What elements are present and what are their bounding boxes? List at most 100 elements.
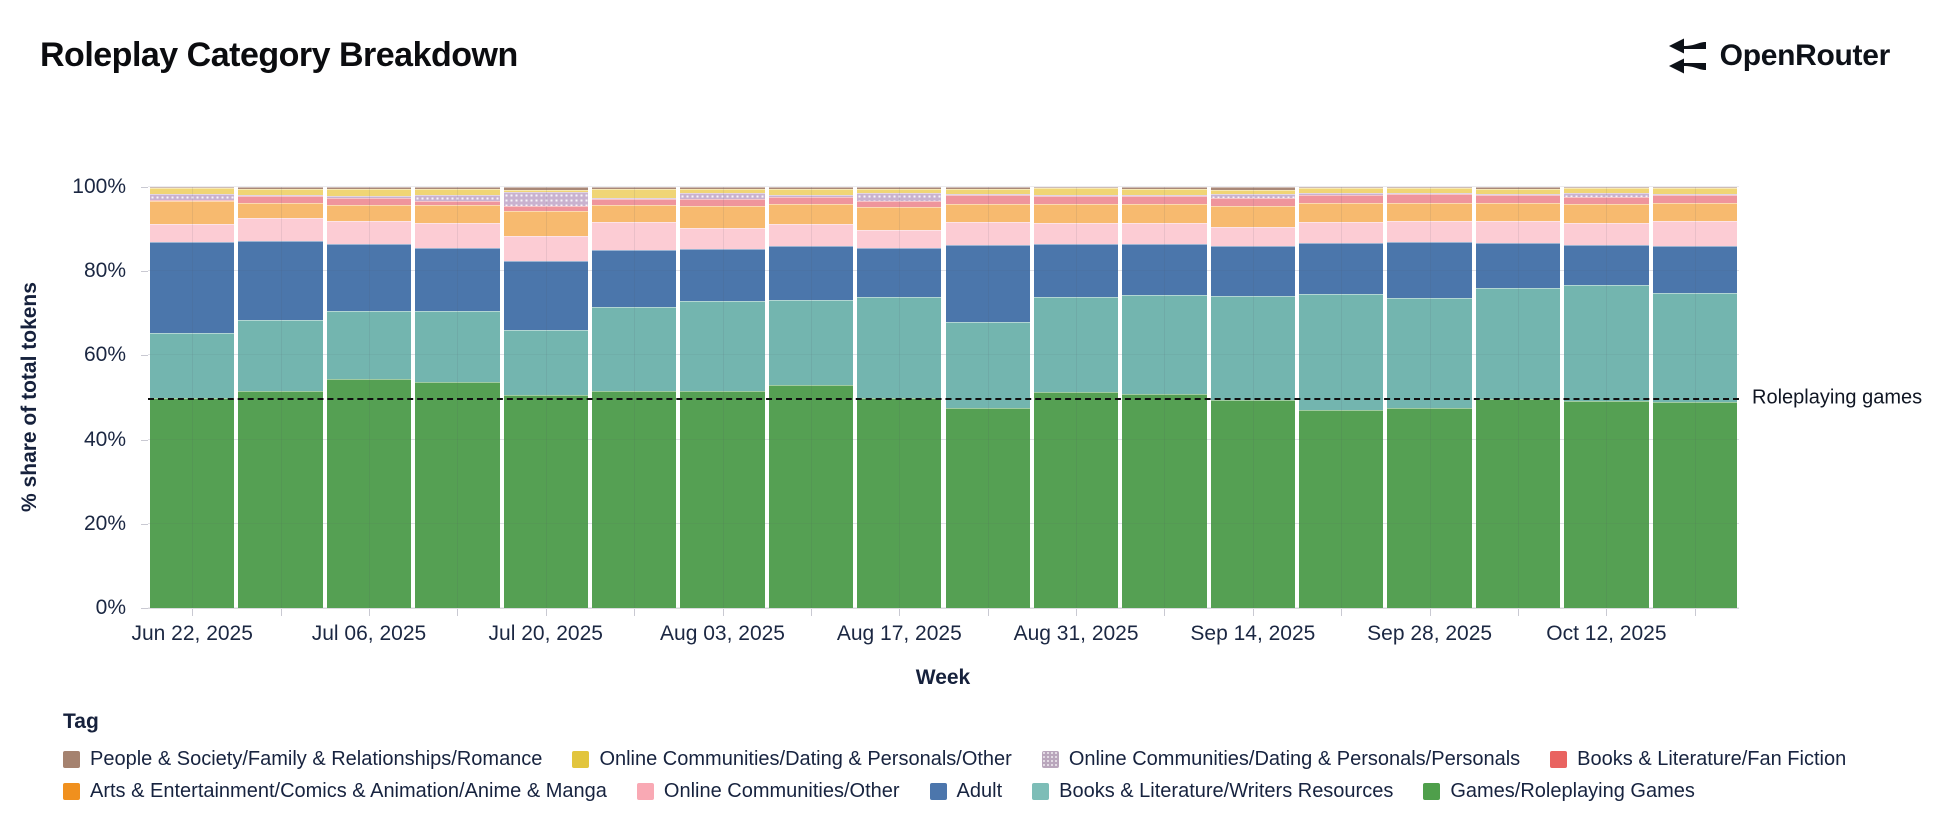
bar-segment[interactable] [150, 223, 235, 243]
bar-jun-22-2025[interactable] [150, 187, 235, 608]
bar-segment[interactable] [1122, 294, 1207, 395]
bar-segment[interactable] [945, 245, 1030, 322]
bar-segment[interactable] [238, 391, 323, 608]
bar-segment[interactable] [1033, 196, 1119, 204]
bar-segment[interactable] [415, 201, 500, 205]
bar-segment[interactable] [1475, 242, 1561, 288]
bar-segment[interactable] [150, 397, 235, 608]
bar-jul-20-2025[interactable] [503, 187, 588, 608]
bar-segment[interactable] [1122, 187, 1207, 189]
bar-segment[interactable] [1210, 227, 1296, 246]
bar-segment[interactable] [326, 187, 412, 190]
bar-segment[interactable] [1033, 391, 1119, 608]
bar-segment[interactable] [945, 408, 1030, 608]
bar-segment[interactable] [1210, 194, 1296, 198]
bar-segment[interactable] [415, 381, 500, 608]
bar-segment[interactable] [1564, 192, 1649, 198]
bar-segment[interactable] [1033, 243, 1119, 297]
bar-segment[interactable] [768, 204, 854, 225]
bar-segment[interactable] [415, 311, 500, 382]
bar-aug-24-2025[interactable] [945, 187, 1030, 608]
bar-segment[interactable] [1564, 197, 1649, 204]
legend-item[interactable]: Online Communities/Other [636, 780, 900, 803]
bar-segment[interactable] [591, 187, 677, 190]
bar-segment[interactable] [150, 201, 235, 224]
bar-sep-21-2025[interactable] [1299, 187, 1384, 608]
bar-segment[interactable] [1387, 193, 1472, 195]
bar-segment[interactable] [1475, 194, 1561, 196]
legend-item[interactable]: People & Society/Family & Relationships/… [63, 748, 542, 771]
bar-segment[interactable] [768, 189, 854, 196]
bar-segment[interactable] [1652, 193, 1737, 196]
bar-segment[interactable] [1387, 407, 1472, 608]
legend-item[interactable]: Adult [929, 780, 1002, 803]
bar-segment[interactable] [680, 192, 765, 200]
bar-segment[interactable] [1652, 187, 1737, 189]
bar-segment[interactable] [326, 196, 412, 198]
bar-segment[interactable] [768, 384, 854, 608]
bar-segment[interactable] [857, 187, 942, 189]
bar-segment[interactable] [1033, 203, 1119, 223]
bar-segment[interactable] [591, 307, 677, 392]
bar-jun-29-2025[interactable] [238, 187, 323, 608]
bar-segment[interactable] [857, 229, 942, 249]
bar-segment[interactable] [945, 195, 1030, 205]
bar-segment[interactable] [503, 205, 588, 212]
bar-segment[interactable] [503, 187, 588, 190]
bar-segment[interactable] [326, 197, 412, 206]
bar-segment[interactable] [503, 189, 588, 192]
bar-segment[interactable] [680, 228, 765, 249]
bar-segment[interactable] [1652, 188, 1737, 194]
bar-segment[interactable] [238, 202, 323, 218]
bar-segment[interactable] [1299, 203, 1384, 222]
bar-segment[interactable] [1210, 245, 1296, 296]
bar-segment[interactable] [503, 191, 588, 206]
bar-segment[interactable] [1564, 222, 1649, 245]
bar-segment[interactable] [1564, 188, 1649, 193]
bar-segment[interactable] [1210, 197, 1296, 206]
bar-segment[interactable] [591, 391, 677, 608]
bar-segment[interactable] [857, 397, 942, 608]
bar-segment[interactable] [1475, 287, 1561, 400]
bar-segment[interactable] [1299, 194, 1384, 204]
bar-segment[interactable] [680, 391, 765, 608]
bar-segment[interactable] [1122, 188, 1207, 195]
bar-segment[interactable] [326, 311, 412, 379]
bar-segment[interactable] [415, 188, 500, 195]
bar-segment[interactable] [503, 395, 588, 608]
bar-segment[interactable] [326, 243, 412, 312]
bar-segment[interactable] [1475, 221, 1561, 243]
bar-segment[interactable] [326, 189, 412, 197]
bar-segment[interactable] [945, 193, 1030, 196]
bar-segment[interactable] [238, 188, 323, 195]
bar-segment[interactable] [150, 333, 235, 398]
bar-segment[interactable] [857, 248, 942, 297]
bar-jul-13-2025[interactable] [415, 187, 500, 608]
bar-segment[interactable] [591, 205, 677, 223]
bar-segment[interactable] [238, 240, 323, 321]
bar-segment[interactable] [1122, 222, 1207, 244]
bar-segment[interactable] [1387, 298, 1472, 408]
bar-segment[interactable] [1033, 296, 1119, 392]
bar-segment[interactable] [150, 242, 235, 334]
bar-segment[interactable] [1299, 193, 1384, 195]
bar-segment[interactable] [503, 330, 588, 396]
bar-segment[interactable] [326, 205, 412, 221]
bar-segment[interactable] [1033, 187, 1119, 188]
bar-jul-27-2025[interactable] [591, 187, 677, 608]
bar-segment[interactable] [150, 187, 235, 189]
legend-item[interactable]: Online Communities/Dating & Personals/Pe… [1041, 748, 1520, 771]
bar-segment[interactable] [768, 245, 854, 300]
bar-segment[interactable] [857, 192, 942, 202]
bar-aug-31-2025[interactable] [1033, 187, 1119, 608]
legend-item[interactable]: Books & Literature/Writers Resources [1032, 780, 1393, 803]
bar-segment[interactable] [591, 250, 677, 307]
bar-segment[interactable] [1475, 187, 1561, 189]
bar-segment[interactable] [1387, 194, 1472, 203]
bar-segment[interactable] [1475, 399, 1561, 608]
bar-segment[interactable] [1652, 203, 1737, 222]
bar-segment[interactable] [1299, 188, 1384, 194]
bar-segment[interactable] [1652, 245, 1737, 294]
bar-segment[interactable] [238, 320, 323, 392]
bar-segment[interactable] [1387, 220, 1472, 242]
